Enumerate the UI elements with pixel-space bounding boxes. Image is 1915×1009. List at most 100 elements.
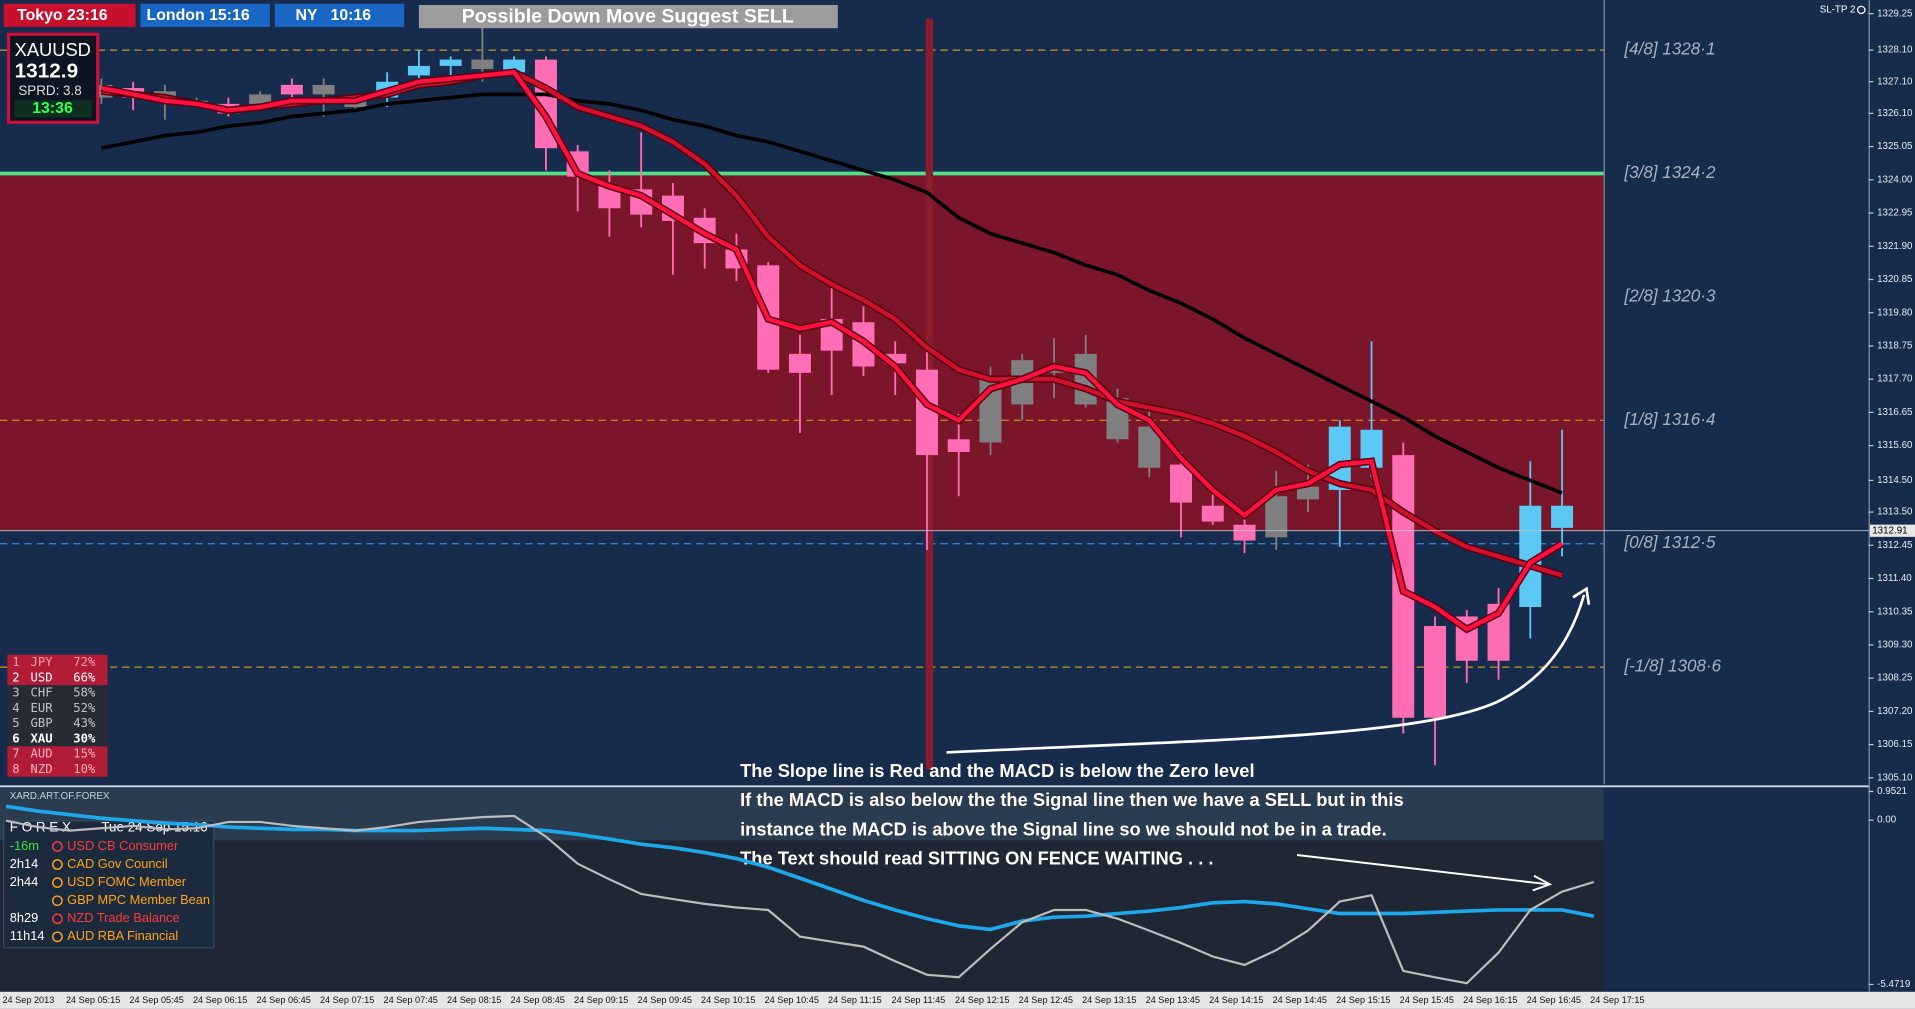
strength-cell: 3 [12, 686, 19, 700]
news-event: NZD Trade Balance [67, 910, 180, 925]
strength-cell: 8 [12, 762, 19, 776]
candle-body [1201, 505, 1224, 522]
ma-line [101, 92, 1563, 495]
ma-line-core [100, 70, 1564, 632]
x-tick-label: 24 Sep 08:15 [447, 995, 501, 1005]
spread: SPRD: 3.8 [18, 83, 81, 98]
level-label: [4/8] 1328·1 [1623, 40, 1715, 59]
y-tick-label: 1324.00 [1877, 174, 1913, 185]
symbol: XAUUSD [15, 39, 91, 60]
news-icon [52, 913, 63, 925]
strength-cell: 5 [12, 716, 19, 730]
time-axis [0, 991, 1915, 1009]
x-tick-label: 24 Sep 05:45 [129, 995, 183, 1005]
strength-cell: 58% [73, 686, 96, 700]
news-event: AUD RBA Financial [67, 928, 178, 943]
session-label: London 15:16 [147, 7, 250, 24]
y-tick-label: 1316.65 [1877, 407, 1913, 418]
x-tick-label: 24 Sep 14:45 [1273, 995, 1327, 1005]
level-label: [0/8] 1312·5 [1623, 533, 1716, 552]
strength-row [7, 685, 108, 701]
news-icon [52, 931, 63, 943]
news-icon [52, 841, 63, 852]
strength-cell: 4 [12, 701, 19, 715]
timer-box [14, 100, 92, 118]
news-panel [3, 820, 215, 949]
strength-cell: 1 [12, 655, 19, 669]
y-tick-label: 1311.40 [1877, 573, 1912, 584]
strength-row [7, 731, 108, 747]
timer: 13:36 [32, 100, 73, 117]
indicator-line [5, 814, 1595, 985]
candle-body [915, 369, 938, 456]
x-tick-label: 24 Sep 12:45 [1019, 995, 1073, 1005]
candle-body [503, 59, 526, 73]
y-tick-label: 1318.75 [1877, 341, 1913, 352]
y-tick-label: 1306.15 [1877, 739, 1913, 750]
candle-body [1551, 505, 1574, 528]
y-tick-label: 1308.25 [1877, 673, 1913, 684]
news-time: 8h29 [10, 910, 39, 925]
x-tick-label: 24 Sep 14:15 [1209, 995, 1263, 1005]
level-label: [1/8] 1316·4 [1623, 410, 1715, 429]
candle-body [1170, 464, 1192, 503]
y-tick-label: 0.00 [1877, 815, 1897, 826]
x-tick-label: 24 Sep 16:45 [1527, 995, 1581, 1005]
symbol-price: 1312.9 [15, 60, 78, 83]
strength-cell: 15% [73, 747, 96, 761]
arrow [1296, 854, 1549, 886]
candle-body [312, 84, 335, 95]
news-event: USD CB Consumer [67, 838, 179, 853]
strength-row [7, 715, 108, 732]
candle-body [471, 59, 494, 70]
level-label: [3/8] 1324·2 [1623, 163, 1716, 182]
y-tick-label: 1313.50 [1877, 507, 1913, 518]
annotation-line: The Slope line is Red and the MACD is be… [740, 760, 1254, 781]
y-tick-label: 1315.60 [1877, 440, 1913, 451]
strength-cell: AUD [31, 747, 53, 761]
strength-cell: 2 [12, 670, 19, 684]
news-time: 2h14 [10, 856, 39, 871]
x-tick-label: 24 Sep 15:45 [1400, 995, 1454, 1005]
arrow-head [1572, 586, 1591, 605]
y-tick-label: 1322.95 [1877, 208, 1913, 219]
x-tick-label: 24 Sep 06:15 [193, 995, 247, 1005]
arrow [946, 594, 1586, 754]
current-price-box [1869, 524, 1915, 537]
plot-edge [1603, 0, 1605, 785]
marks-layer [90, 27, 1574, 766]
news-icon [52, 877, 63, 888]
y-tick-label: 1317.70 [1877, 374, 1913, 385]
session-label: Tokyo 23:16 [17, 7, 108, 24]
candle-body [439, 59, 462, 66]
strength-cell: 52% [73, 701, 96, 715]
y-tick-label: 1328.10 [1877, 45, 1913, 56]
session-label: NY 10:16 [296, 7, 372, 24]
strength-row [7, 700, 108, 716]
x-tick-label: 24 Sep 2013 [2, 995, 54, 1005]
current-price-label: 1312.91 [1872, 525, 1907, 536]
x-tick-label: 24 Sep 10:45 [765, 995, 819, 1005]
candle-body [1328, 426, 1351, 490]
candle-body [249, 94, 272, 104]
x-tick-label: 24 Sep 11:15 [828, 995, 882, 1005]
strength-cell: USD [31, 670, 53, 684]
candle-body [1265, 496, 1288, 538]
candle-body [1138, 426, 1161, 468]
y-tick-label: 1321.90 [1877, 241, 1913, 252]
x-tick-label: 24 Sep 12:15 [955, 995, 1009, 1005]
candle-body [407, 65, 430, 76]
candle-body [884, 353, 907, 364]
y-tick-label: 1310.35 [1877, 606, 1913, 617]
strength-cell: 72% [73, 655, 96, 669]
x-tick-label: 24 Sep 13:15 [1082, 995, 1136, 1005]
session-box [3, 3, 136, 27]
strength-cell: XAU [31, 731, 53, 745]
candle-body [947, 439, 970, 452]
level-label: [2/8] 1320·3 [1623, 286, 1716, 305]
news-time: -16m [10, 838, 39, 853]
news-icon [52, 895, 63, 907]
annotation-line: If the MACD is also below the the Signal… [740, 789, 1404, 810]
x-tick-label: 24 Sep 17:15 [1590, 995, 1644, 1005]
